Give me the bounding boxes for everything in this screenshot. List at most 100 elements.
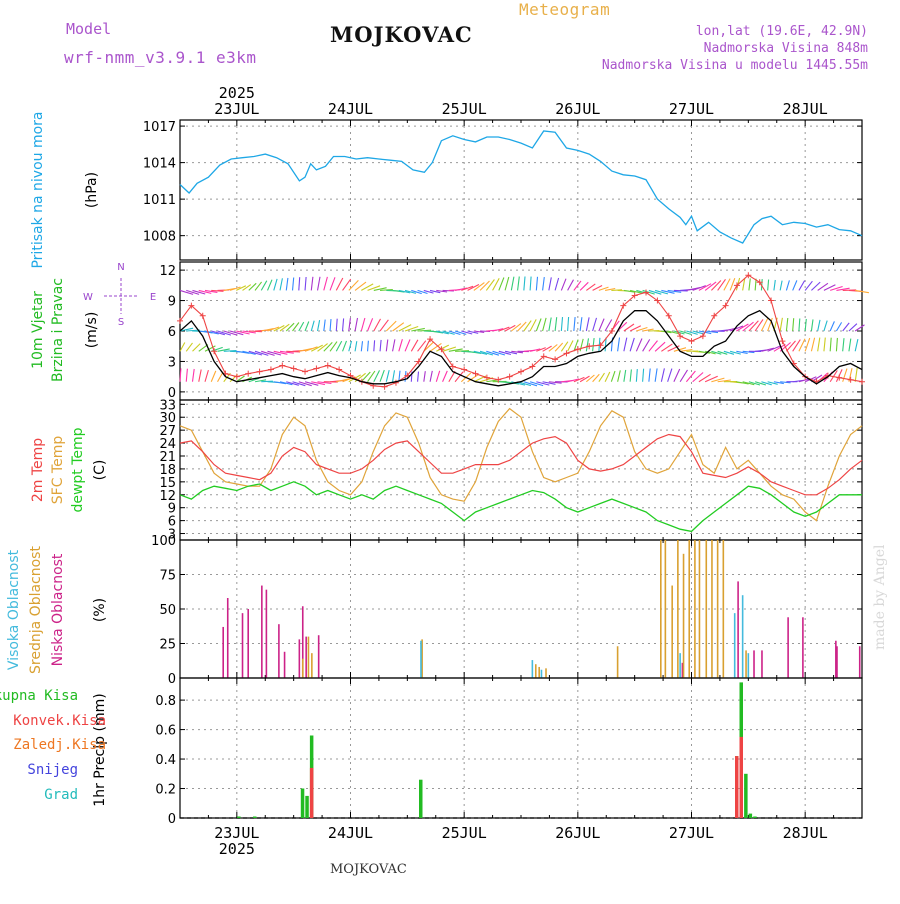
wind-barb — [293, 278, 294, 291]
wind-barb — [499, 278, 504, 291]
wind-barb — [636, 369, 637, 382]
sfc-title: SFC Temp — [50, 436, 66, 505]
wind-barb — [443, 371, 448, 382]
wind-barb — [336, 278, 343, 290]
wind-barb — [749, 278, 750, 290]
wind-barb — [593, 318, 597, 331]
gust-marker — [518, 369, 524, 375]
ytick-label: 0.8 — [155, 694, 176, 709]
wind-barb — [818, 338, 820, 352]
wind-barb — [355, 341, 357, 351]
model-name: wrf-nmm_v3.9.1 e3km — [64, 48, 257, 67]
wind-barb — [411, 340, 418, 351]
wind-barb — [799, 319, 800, 332]
ytick-label: 27 — [159, 424, 176, 439]
wind-barb — [855, 325, 864, 331]
wind-title-1: 10m Vjetar — [30, 291, 46, 369]
wind-barb — [249, 283, 256, 290]
wind-barb — [843, 323, 850, 331]
ytick-label: 1008 — [143, 230, 176, 245]
gust-marker — [563, 350, 569, 356]
cloud-ylabel: (%) — [92, 598, 108, 622]
top-date-label: 28JUL — [783, 100, 828, 118]
wind-barb — [749, 321, 758, 331]
precip-bar — [237, 817, 241, 819]
ytick-label: 0.4 — [155, 753, 176, 768]
ytick-label: 9 — [168, 502, 176, 517]
bottom-year-label: 2025 — [219, 840, 255, 858]
gust-marker — [257, 369, 263, 375]
wind-barb — [318, 320, 320, 331]
wind-barb — [393, 370, 395, 381]
wind-barb — [774, 280, 775, 290]
precip-bar — [740, 737, 744, 818]
wind-barb — [380, 320, 388, 331]
wind-barb — [786, 280, 789, 290]
wind-barb — [380, 370, 384, 382]
wind-barb — [811, 338, 814, 352]
wind-barb — [186, 369, 187, 382]
precip-bar — [744, 774, 748, 818]
wind-barb — [568, 280, 574, 291]
wind-barb — [530, 277, 531, 291]
compass-w: W — [83, 292, 93, 303]
ytick-label: 12 — [159, 489, 176, 504]
precip-legend-1: Konvek.Kisa — [13, 713, 106, 729]
wind-barb — [599, 373, 605, 382]
ytick-label: 0.2 — [155, 783, 176, 798]
wind-barb — [593, 338, 594, 351]
wind-barb — [611, 371, 615, 382]
wind-barb — [543, 318, 547, 331]
wind-barb — [324, 320, 325, 331]
dewpt-line — [180, 482, 862, 532]
wind-barb — [543, 277, 545, 290]
wind-barb — [268, 280, 272, 291]
gust-marker — [291, 366, 297, 372]
wind-barb — [580, 317, 582, 331]
ytick-label: 12 — [159, 264, 176, 279]
wind-barb — [343, 318, 344, 331]
wind-barb — [211, 371, 216, 382]
wind-barb — [568, 341, 573, 352]
ytick-label: 18 — [159, 463, 176, 478]
wind-barb — [424, 371, 425, 382]
precip-bar — [419, 780, 423, 818]
wind-barb — [836, 322, 841, 331]
wind-barb — [380, 340, 381, 351]
wind-barb — [818, 320, 820, 331]
wind-barb — [655, 368, 657, 381]
ytick-label: 3 — [168, 355, 176, 370]
panel-1: 1008 1011 1014 1017 — [143, 120, 862, 260]
ytick-label: 1014 — [143, 157, 176, 172]
bottom-date-label: 24JUL — [328, 824, 373, 842]
wind-barb — [605, 372, 610, 382]
ytick-label: 9 — [168, 295, 176, 310]
wind-barb — [368, 371, 375, 382]
top-year-label: 2025 — [219, 84, 255, 102]
wind-barb — [374, 319, 381, 331]
panel-frame — [180, 678, 862, 818]
wind-barb — [386, 370, 389, 382]
gust-marker — [677, 333, 683, 339]
ytick-label: 15 — [159, 476, 176, 491]
gust-marker — [779, 338, 785, 344]
model-label: Model — [66, 20, 111, 38]
wind-barb — [480, 281, 489, 290]
high-cloud-title: Visoka Oblacnost — [6, 549, 22, 670]
credit: made by Angel — [872, 545, 888, 651]
wind-barb — [368, 341, 369, 352]
top-date-label: 26JUL — [555, 100, 600, 118]
wind-barb — [386, 340, 387, 352]
sfc-temp-line — [180, 409, 862, 521]
bottom-date-label: 26JUL — [555, 824, 600, 842]
wind-barb — [680, 370, 687, 382]
wind-barb — [193, 344, 201, 352]
wind-barb — [786, 318, 787, 331]
wind-barb — [599, 319, 604, 331]
wind-title-2: Brzina i Pravac — [50, 278, 66, 382]
ytick-label: 1017 — [143, 120, 176, 135]
wind-barb — [505, 277, 509, 290]
wind-barb — [518, 277, 520, 291]
wind-barb — [599, 338, 600, 351]
ytick-label: 1011 — [143, 193, 176, 208]
